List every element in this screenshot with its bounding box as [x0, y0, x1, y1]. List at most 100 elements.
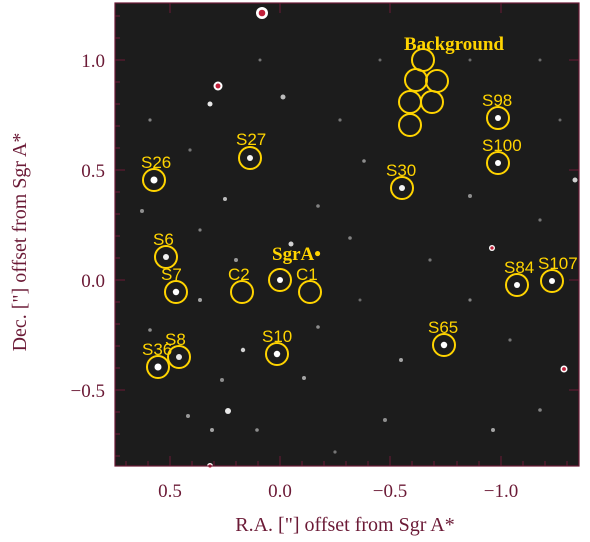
star [508, 338, 512, 342]
star [288, 241, 294, 247]
star [255, 428, 259, 432]
star [225, 408, 231, 414]
source-circle-s26 [142, 168, 166, 192]
source-circle-s100 [486, 151, 510, 175]
star [538, 408, 542, 412]
source-label-s84: S84 [504, 258, 534, 277]
source-circle-s10 [265, 342, 289, 366]
source-label-s10: S10 [262, 327, 292, 346]
star [154, 363, 162, 371]
star [258, 58, 262, 62]
source-circle-s6 [154, 245, 178, 269]
saturated-core [258, 9, 266, 17]
source-label-s98: S98 [482, 91, 512, 110]
star [148, 118, 152, 122]
star [223, 197, 227, 201]
source-label-s100: S100 [482, 136, 522, 155]
star-field [140, 7, 578, 469]
star [273, 350, 281, 358]
star [383, 418, 387, 422]
source-circle-s7 [164, 280, 188, 304]
x-tick-label: −0.5 [373, 481, 407, 502]
star [495, 160, 501, 166]
y-tick-label: −0.5 [71, 381, 105, 402]
star [198, 298, 202, 302]
source-label-c2: C2 [228, 265, 250, 284]
star [302, 376, 306, 380]
source-circle-s27 [238, 146, 262, 170]
x-tick-label: −1.0 [484, 481, 518, 502]
source-circle-c2 [230, 280, 254, 304]
x-axis-title: R.A. ["] offset from Sgr A* [235, 514, 454, 536]
background-circle [398, 113, 422, 137]
star [316, 204, 320, 208]
source-label-s30: S30 [386, 161, 416, 180]
saturated-core [562, 367, 566, 371]
x-tick-label: 0.5 [158, 481, 182, 502]
source-label-s6: S6 [153, 230, 174, 249]
source-label-s27: S27 [236, 130, 266, 149]
star [240, 347, 246, 353]
star [333, 450, 337, 454]
star [514, 282, 520, 288]
star [277, 277, 283, 283]
star [399, 358, 403, 362]
source-circle-sgra [268, 268, 292, 292]
source-circle-s8 [167, 345, 191, 369]
saturated-core [215, 83, 221, 89]
star [468, 58, 472, 62]
source-label-s7: S7 [161, 265, 182, 284]
star [163, 254, 169, 260]
star [549, 278, 555, 284]
y-tick-label: 1.0 [81, 51, 105, 72]
star [188, 148, 192, 152]
source-circle-s84 [505, 273, 529, 297]
star [148, 328, 152, 332]
y-tick-label: 0.5 [81, 161, 105, 182]
source-circle-c1 [298, 280, 322, 304]
star [280, 94, 286, 100]
source-circle-s98 [486, 106, 510, 130]
source-label-s36: S36 [142, 340, 172, 359]
x-tick-label: 0.0 [268, 481, 292, 502]
star [316, 325, 320, 329]
star [150, 176, 158, 184]
star [399, 185, 405, 191]
star [468, 298, 472, 302]
source-label-s107: S107 [538, 254, 578, 273]
y-axis-title: Dec. ["] offset from Sgr A* [9, 133, 31, 352]
star [210, 428, 214, 432]
star [558, 118, 562, 122]
star [491, 428, 495, 432]
star [440, 341, 448, 349]
saturated-core [490, 246, 494, 250]
star [176, 354, 182, 360]
star [378, 58, 382, 62]
star [338, 118, 342, 122]
star [198, 228, 202, 232]
background-circle [420, 90, 444, 114]
star [358, 298, 362, 302]
star [220, 378, 224, 382]
star [538, 58, 542, 62]
star [247, 155, 253, 161]
star [468, 194, 472, 198]
background-label: Background [404, 34, 504, 55]
star [234, 258, 238, 262]
star [538, 218, 542, 222]
source-markers [142, 48, 564, 379]
source-label-c1: C1 [296, 265, 318, 284]
star [362, 159, 366, 163]
star [495, 115, 501, 121]
sky-image [115, 3, 579, 466]
star [572, 177, 578, 183]
source-label-s65: S65 [428, 318, 458, 337]
star [140, 209, 144, 213]
star [186, 414, 190, 418]
star [348, 236, 352, 240]
source-circle-s65 [432, 333, 456, 357]
y-tick-label: 0.0 [81, 271, 105, 292]
source-circle-s107 [540, 269, 564, 293]
plot-frame [114, 2, 580, 467]
